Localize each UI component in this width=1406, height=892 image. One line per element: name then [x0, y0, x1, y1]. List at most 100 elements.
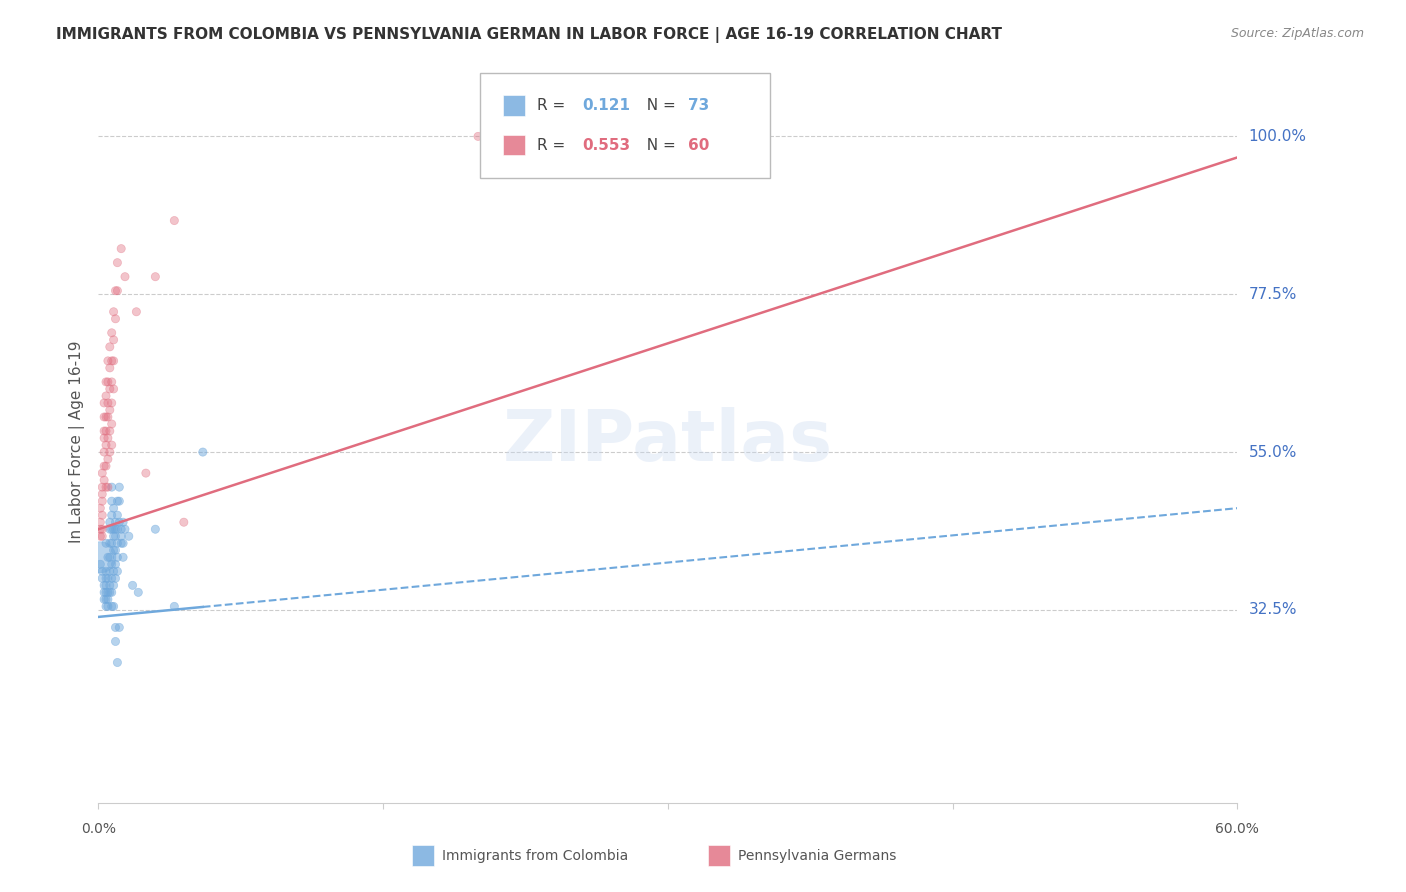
Text: R =: R =	[537, 137, 569, 153]
Point	[98, 536, 121, 550]
Point	[100, 599, 122, 614]
Point	[89, 529, 111, 543]
Text: 0.553: 0.553	[582, 137, 630, 153]
Point	[110, 536, 132, 550]
Point	[135, 466, 157, 480]
Point	[100, 571, 122, 585]
Point	[93, 431, 115, 445]
FancyBboxPatch shape	[707, 846, 731, 865]
Text: Source: ZipAtlas.com: Source: ZipAtlas.com	[1230, 27, 1364, 40]
Point	[89, 558, 111, 572]
Point	[93, 473, 115, 487]
Point	[98, 564, 121, 578]
Point	[98, 360, 121, 375]
Point	[104, 634, 127, 648]
Point	[97, 480, 120, 494]
Point	[191, 445, 214, 459]
Point	[94, 389, 117, 403]
Text: 60.0%: 60.0%	[1215, 822, 1260, 837]
Point	[108, 494, 131, 508]
Point	[100, 396, 122, 410]
Point	[89, 522, 111, 536]
Point	[98, 550, 121, 565]
Text: R =: R =	[537, 98, 569, 113]
Point	[110, 522, 132, 536]
Point	[97, 550, 120, 565]
Point	[103, 501, 125, 516]
Point	[97, 571, 120, 585]
Point	[93, 424, 115, 438]
Point	[100, 417, 122, 431]
Text: Pennsylvania Germans: Pennsylvania Germans	[738, 848, 897, 863]
Point	[94, 585, 117, 599]
Point	[89, 501, 111, 516]
Point	[97, 599, 120, 614]
Point	[103, 333, 125, 347]
Point	[89, 515, 111, 529]
Point	[103, 522, 125, 536]
Point	[97, 431, 120, 445]
Point	[104, 543, 127, 558]
Point	[100, 558, 122, 572]
Point	[97, 375, 120, 389]
Point	[94, 571, 117, 585]
Point	[114, 522, 136, 536]
Point	[100, 326, 122, 340]
Point	[108, 515, 131, 529]
Point	[112, 515, 135, 529]
Point	[145, 269, 167, 284]
Point	[91, 494, 114, 508]
Point	[91, 487, 114, 501]
Point	[107, 522, 129, 536]
Point	[107, 536, 129, 550]
Point	[93, 585, 115, 599]
Point	[91, 508, 114, 523]
Point	[103, 382, 125, 396]
Point	[104, 620, 127, 634]
Point	[97, 585, 120, 599]
Point	[104, 311, 127, 326]
Point	[103, 599, 125, 614]
Point	[91, 522, 114, 536]
Point	[94, 375, 117, 389]
Point	[93, 409, 115, 424]
Point	[98, 578, 121, 592]
Text: 55.0%: 55.0%	[1249, 444, 1296, 459]
Point	[467, 129, 489, 144]
Point	[100, 522, 122, 536]
Point	[98, 445, 121, 459]
Point	[104, 529, 127, 543]
FancyBboxPatch shape	[503, 95, 526, 116]
Point	[100, 354, 122, 368]
Point	[91, 571, 114, 585]
Text: 77.5%: 77.5%	[1249, 286, 1296, 301]
Text: 32.5%: 32.5%	[1249, 602, 1296, 617]
Point	[98, 585, 121, 599]
FancyBboxPatch shape	[412, 846, 434, 865]
Point	[145, 522, 167, 536]
Point	[121, 578, 143, 592]
Point	[107, 508, 129, 523]
Point	[100, 480, 122, 494]
Point	[104, 284, 127, 298]
Point	[108, 620, 131, 634]
Point	[104, 522, 127, 536]
Point	[103, 354, 125, 368]
Point	[104, 515, 127, 529]
Point	[110, 529, 132, 543]
Point	[93, 445, 115, 459]
Point	[103, 564, 125, 578]
Point	[94, 424, 117, 438]
Point	[93, 396, 115, 410]
Point	[100, 508, 122, 523]
Point	[94, 592, 117, 607]
Point	[118, 529, 141, 543]
Point	[98, 403, 121, 417]
Point	[94, 578, 117, 592]
Point	[125, 305, 148, 319]
Point	[104, 571, 127, 585]
Point	[94, 536, 117, 550]
Y-axis label: In Labor Force | Age 16-19: In Labor Force | Age 16-19	[69, 340, 84, 543]
Point	[107, 564, 129, 578]
Text: N =: N =	[637, 137, 681, 153]
